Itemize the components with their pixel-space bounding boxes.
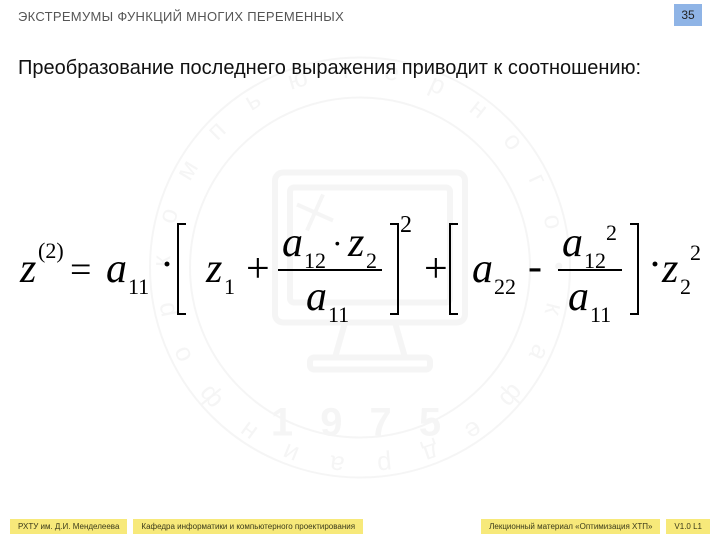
minus: - (528, 244, 542, 290)
exp-2b: 2 (690, 240, 701, 265)
plus2: + (424, 246, 448, 292)
sub-2b: 2 (680, 274, 691, 299)
svg-text:a: a (562, 220, 583, 266)
sub-1: 1 (224, 274, 235, 299)
footer-dept: Кафедра информатики и компьютерного прое… (133, 519, 363, 534)
footer-course: Лекционный материал «Оптимизация ХТП» (481, 519, 660, 534)
svg-text:a: a (282, 220, 303, 266)
footer-univ: РХТУ им. Д.И. Менделеева (10, 519, 127, 534)
header-title: ЭКСТРЕМУМЫ ФУНКЦИЙ МНОГИХ ПЕРЕМЕННЫХ (18, 9, 344, 24)
fraction-1: a 12 · z 2 a 11 (278, 220, 382, 327)
dot1: · (160, 242, 174, 288)
sym-z1: z (205, 246, 222, 292)
footer-version: V1.0 L1 (666, 519, 710, 534)
sym-a: a (106, 246, 127, 292)
main-formula: z (2) = a 11 · z 1 + a 12 · z 2 a 11 (0, 210, 720, 335)
sym-z2: z (661, 246, 678, 292)
sym-sup: (2) (38, 238, 64, 263)
body-paragraph: Преобразование последнего выражения прив… (18, 56, 694, 82)
footer-spacer (369, 519, 475, 534)
dot2: · (648, 242, 662, 288)
sym-a22: a (472, 246, 493, 292)
plus1: + (246, 246, 270, 292)
svg-text:·: · (332, 225, 343, 261)
svg-text:a: a (306, 274, 327, 320)
svg-text:11: 11 (590, 302, 611, 327)
sym-eq: = (70, 249, 91, 291)
sub-11a: 11 (128, 274, 149, 299)
page-number-badge: 35 (674, 4, 702, 26)
slide-header: ЭКСТРЕМУМЫ ФУНКЦИЙ МНОГИХ ПЕРЕМЕННЫХ (18, 8, 702, 30)
svg-text:z: z (347, 220, 364, 266)
fraction-2: a 12 2 a 11 (558, 220, 622, 327)
bracket-R1 (390, 224, 398, 314)
svg-text:11: 11 (328, 302, 349, 327)
bracket-L1 (178, 224, 186, 314)
svg-text:a: a (568, 274, 589, 320)
bracket-L2 (450, 224, 458, 314)
footer-bar: РХТУ им. Д.И. Менделеева Кафедра информа… (10, 519, 710, 534)
sub-22: 22 (494, 274, 516, 299)
svg-text:1 9 7 5: 1 9 7 5 (271, 401, 449, 445)
bracket-R2 (630, 224, 638, 314)
sym-z: z (19, 246, 36, 292)
svg-text:2: 2 (606, 220, 617, 245)
outer-exp2: 2 (400, 212, 412, 238)
